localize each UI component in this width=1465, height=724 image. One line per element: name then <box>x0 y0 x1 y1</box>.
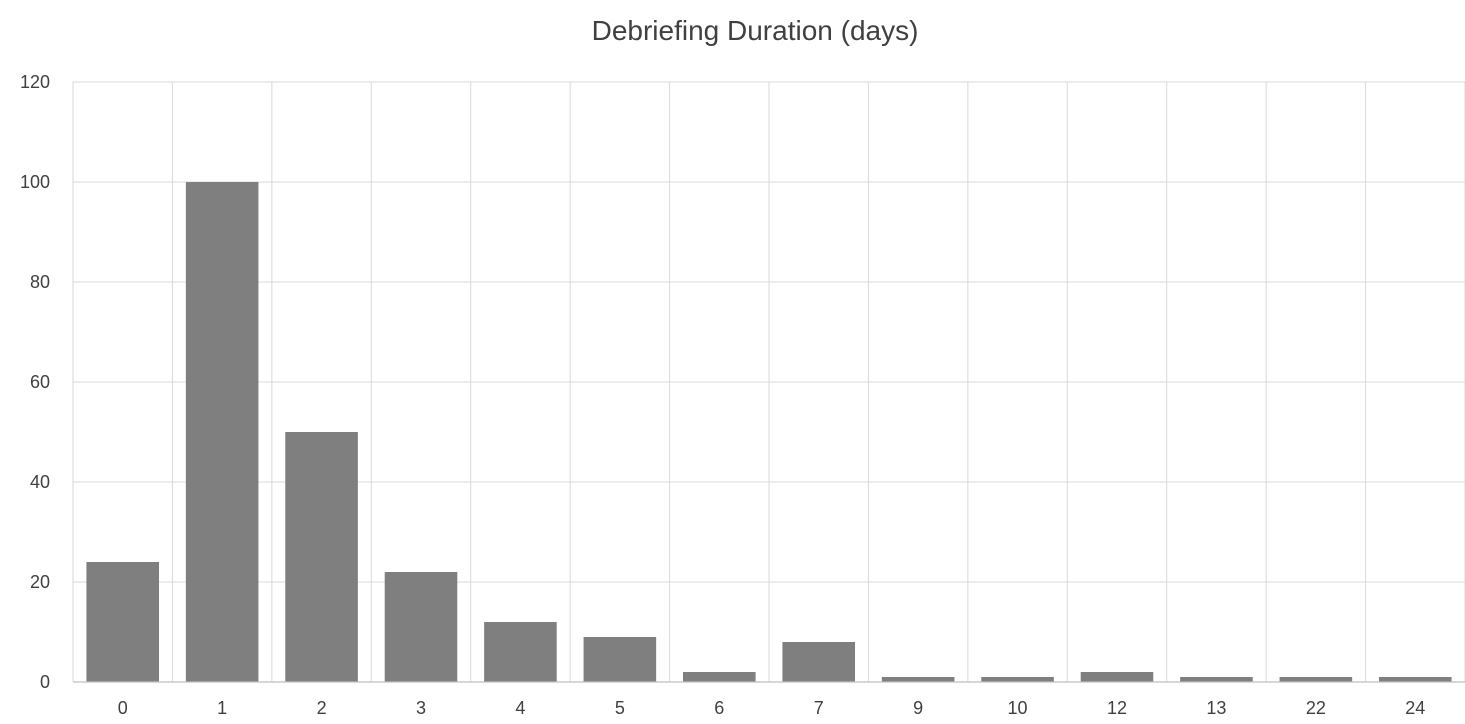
bar-1 <box>185 182 259 682</box>
x-tick-label: 9 <box>913 698 923 718</box>
x-tick-labels: 0 1 2 3 4 5 6 7 9 10 12 13 22 24 <box>118 698 1426 718</box>
x-tick-label: 2 <box>317 698 327 718</box>
bar-5 <box>583 637 657 682</box>
y-tick-label: 80 <box>30 272 50 292</box>
chart-title: Debriefing Duration (days) <box>592 15 919 46</box>
x-tick-label: 3 <box>416 698 426 718</box>
bar-22 <box>1279 677 1353 682</box>
y-tick-label: 20 <box>30 572 50 592</box>
x-tick-label: 4 <box>515 698 525 718</box>
y-tick-label: 40 <box>30 472 50 492</box>
y-tick-label: 60 <box>30 372 50 392</box>
x-tick-label: 24 <box>1405 698 1425 718</box>
bar-10 <box>981 677 1054 682</box>
y-tick-label: 120 <box>20 72 50 92</box>
bar-13 <box>1180 677 1253 682</box>
x-tick-label: 10 <box>1008 698 1028 718</box>
bar-0 <box>86 562 160 682</box>
bar-3 <box>384 572 458 682</box>
x-tick-label: 5 <box>615 698 625 718</box>
y-tick-label: 0 <box>40 672 50 692</box>
bar-7 <box>782 642 856 682</box>
x-tick-label: 12 <box>1107 698 1127 718</box>
y-tick-labels: 0 20 40 60 80 100 120 <box>20 72 50 692</box>
bar-2 <box>285 432 358 682</box>
y-tick-label: 100 <box>20 172 50 192</box>
bar-9 <box>881 677 955 682</box>
bars <box>86 182 1452 682</box>
x-tick-label: 6 <box>714 698 724 718</box>
x-tick-label: 1 <box>217 698 227 718</box>
gridlines <box>72 81 1465 682</box>
x-tick-label: 13 <box>1206 698 1226 718</box>
x-tick-label: 7 <box>814 698 824 718</box>
bar-24 <box>1378 677 1452 682</box>
bar-12 <box>1080 672 1154 682</box>
bar-6 <box>682 672 756 682</box>
x-tick-label: 0 <box>118 698 128 718</box>
x-tick-label: 22 <box>1306 698 1326 718</box>
bar-4 <box>484 622 557 682</box>
